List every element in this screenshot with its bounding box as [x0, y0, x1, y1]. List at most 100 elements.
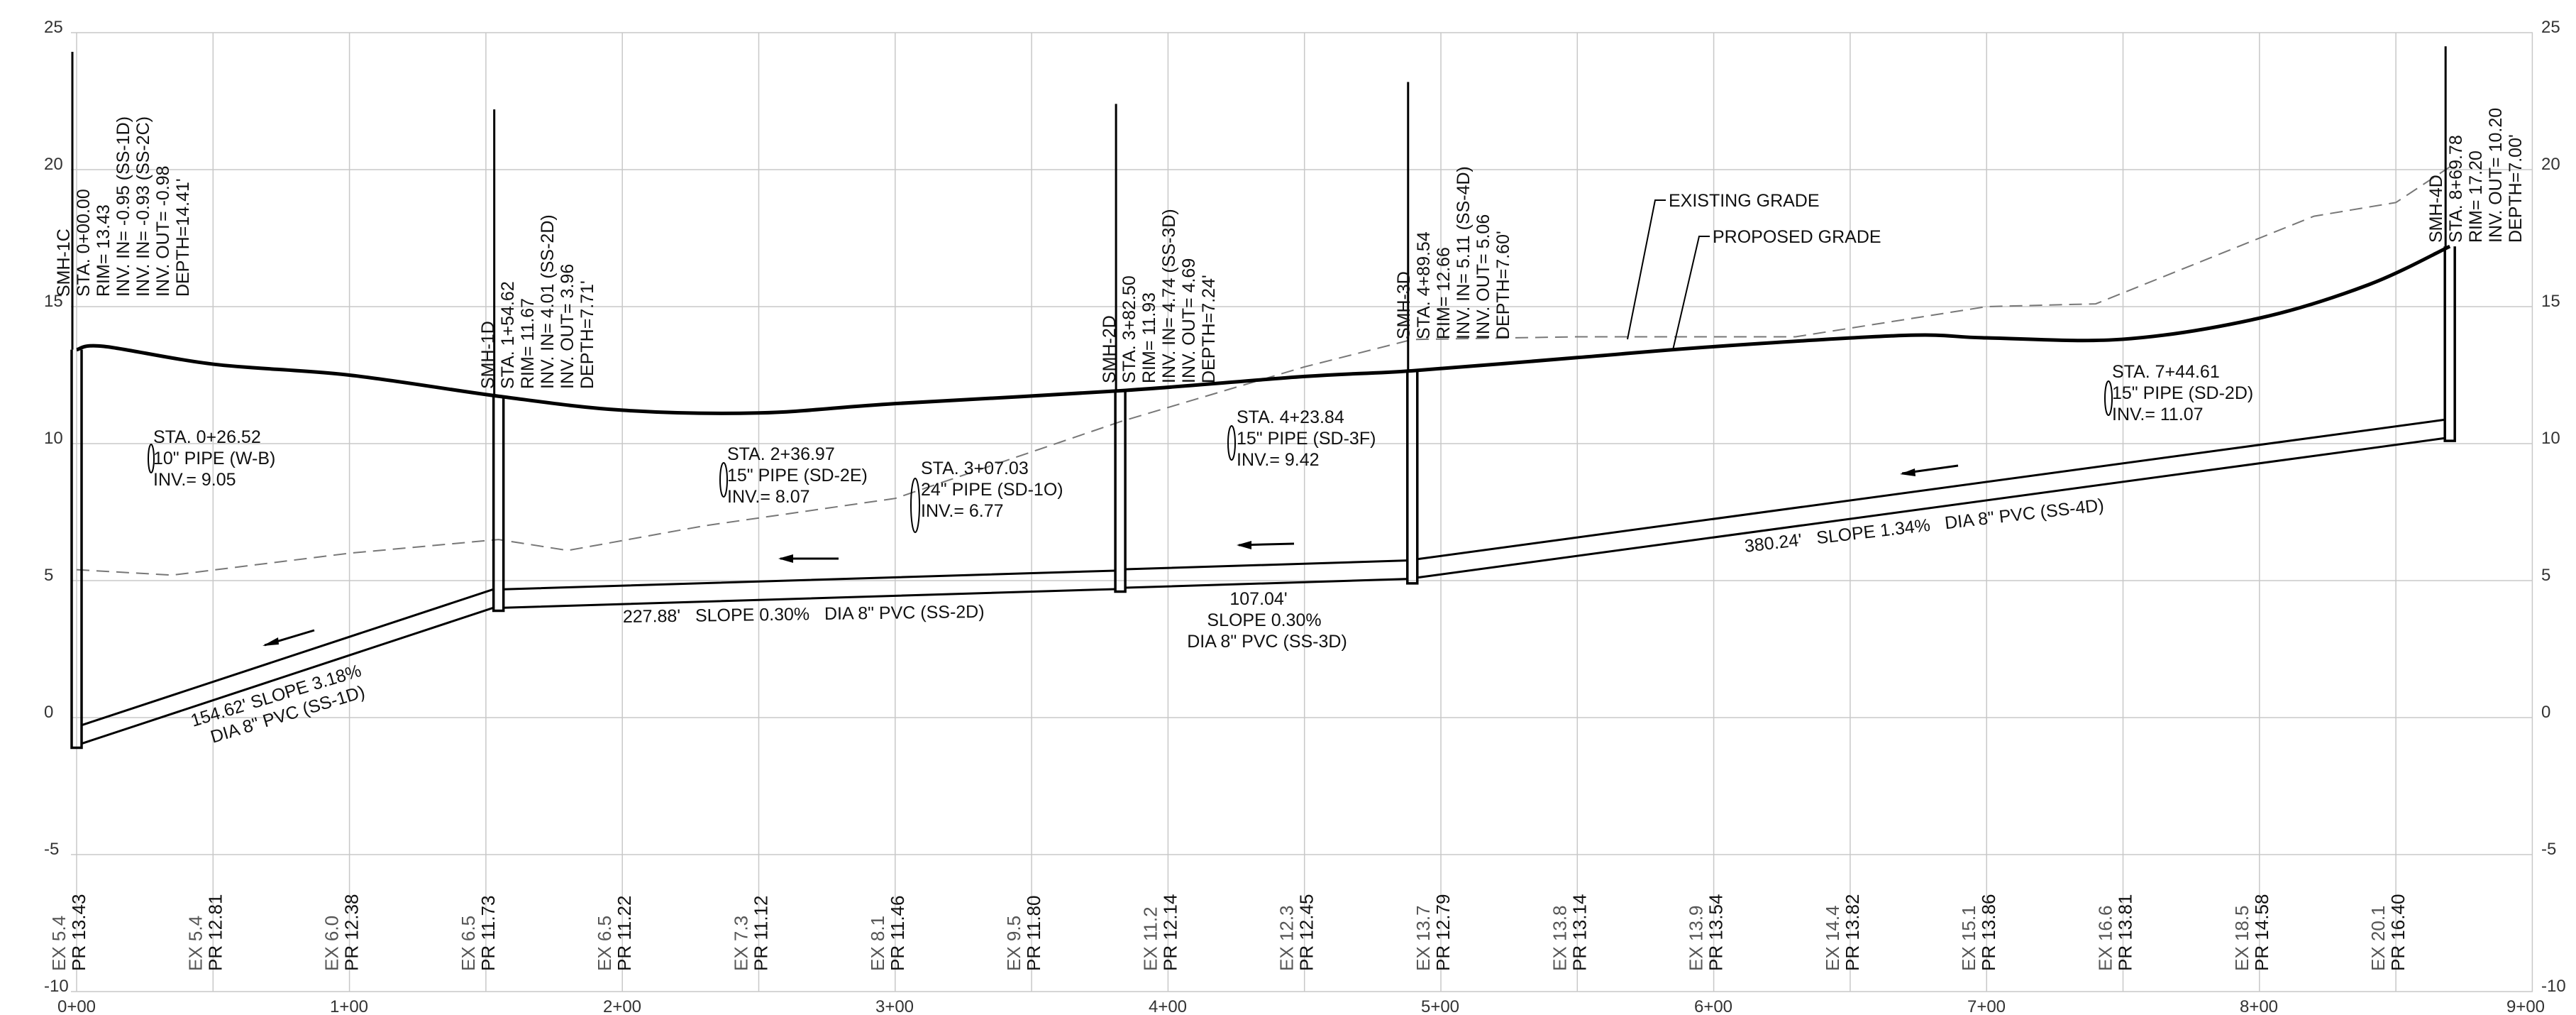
existing-grade-callout: EX 9.5: [1003, 916, 1024, 971]
manhole-label-line: DEPTH=7.24': [1199, 275, 1219, 383]
existing-grade-callout: EX 13.7: [1413, 905, 1434, 971]
arrowhead: [1237, 541, 1251, 549]
manhole-label-line: INV. OUT= 4.69: [1179, 258, 1199, 383]
crossing-label-line: STA. 2+36.97: [727, 444, 835, 464]
existing-grade-callout: EX 7.3: [731, 916, 752, 971]
existing-grade-callout: EX 8.1: [867, 916, 888, 971]
x-tick-label: 8+00: [2240, 997, 2278, 1015]
manhole-structure: [70, 349, 83, 750]
manhole-label-line: INV. IN= 4.01 (SS-2D): [538, 214, 558, 389]
arrowhead: [1900, 468, 1916, 476]
proposed-grade-label: PROPOSED GRADE: [1713, 227, 1881, 247]
y-tick-label-left: 0: [44, 703, 53, 722]
crossing-sd-3f: STA. 4+23.84 15" PIPE (SD-3F) INV.= 9.42: [1227, 407, 1376, 470]
pipe-crossings: STA. 0+26.52 10" PIPE (W-B) INV.= 9.05 S…: [148, 362, 2253, 533]
manhole-label-line: INV. IN= 5.11 (SS-4D): [1454, 166, 1474, 339]
manhole-structure: [2443, 246, 2456, 442]
manhole-label-line: INV. OUT= 10.20: [2486, 108, 2506, 243]
proposed-grade-callout: PR 13.86: [1978, 894, 1999, 971]
y-tick-label-right: -10: [2541, 977, 2566, 996]
pipe-crossing-symbol: [719, 462, 728, 498]
existing-grade-callout: EX 6.0: [321, 916, 343, 971]
arrowhead: [778, 554, 793, 563]
manhole-label-line: INV. OUT= 5.06: [1474, 214, 1493, 339]
manhole-smh-1c: [70, 52, 83, 750]
y-tick-label-left: 10: [44, 429, 63, 448]
manhole-label-line: DEPTH=7.60': [1493, 231, 1513, 339]
manhole-label-smh-1c: SMH-1C STA. 0+00.00 RIM= 13.43 INV. IN= …: [54, 116, 193, 297]
existing-grade-callout: EX 5.4: [184, 916, 206, 971]
proposed-grade-callout: PR 12.81: [204, 894, 226, 971]
y-tick-label-right: 25: [2541, 18, 2560, 37]
x-tick-label: 0+00: [57, 997, 96, 1015]
pipe-crossing-symbol: [2104, 380, 2113, 416]
existing-grade-callout: EX 12.3: [1276, 905, 1298, 971]
manhole-label-line: RIM= 11.67: [518, 298, 538, 389]
proposed-grade-callout: PR 16.40: [2387, 894, 2409, 971]
manhole-label-line: STA. 0+00.00: [74, 189, 94, 297]
proposed-grade-callout: PR 11.22: [614, 896, 635, 971]
manhole-label-smh-3d: SMH-3D STA. 4+89.54 RIM= 12.66 INV. IN= …: [1394, 166, 1513, 339]
manhole-structure: [1114, 390, 1127, 593]
proposed-grade-callout: PR 13.54: [1706, 894, 1727, 971]
crossing-label-line: STA. 7+44.61: [2112, 362, 2220, 382]
y-tick-label-right: 5: [2541, 566, 2550, 585]
x-tick-label: 6+00: [1694, 997, 1732, 1015]
grade-elevation-callouts: EX 5.4PR 13.43 EX 5.4PR 12.81 EX 6.0PR 12.…: [48, 894, 2409, 971]
x-tick-label: 4+00: [1149, 997, 1187, 1015]
crossing-label-line: INV.= 9.42: [1237, 450, 1320, 470]
y-tick-label-left: 20: [44, 155, 63, 174]
crossing-label-line: STA. 3+07.03: [921, 459, 1029, 478]
manhole-smh-4d: [2443, 46, 2456, 442]
pipe-ss-2d: [503, 569, 1116, 609]
existing-grade-line: [76, 166, 2450, 576]
crossing-sd-2d: STA. 7+44.61 15" PIPE (SD-2D) INV.= 11.0…: [2104, 362, 2253, 424]
y-tick-label-left: -5: [44, 840, 59, 859]
sewer-pipes: [81, 418, 2445, 745]
existing-grade-callout: EX 13.9: [1686, 905, 1707, 971]
crossing-label-line: 10" PIPE (W-B): [153, 449, 275, 468]
pipe-label-ss-2d: 227.88' SLOPE 0.30% DIA 8" PVC (SS-2D): [623, 602, 985, 627]
crossing-label-line: 15" PIPE (SD-2E): [727, 466, 868, 485]
x-tick-label: 2+00: [603, 997, 641, 1015]
x-tick-label: 7+00: [1967, 997, 2006, 1015]
pipe-label-ss-1d: 154.62' SLOPE 3.18% DIA 8" PVC (SS-1D): [189, 661, 367, 747]
manhole-smh-1d: [492, 109, 505, 613]
manhole-label-smh-4d: SMH-4D STA. 8+69.78 RIM= 17.20 INV. OUT=…: [2426, 108, 2526, 243]
pipe-crossing-symbol: [1227, 425, 1236, 461]
proposed-grade-callout: PR 13.43: [68, 894, 89, 971]
manhole-label-line: DEPTH=7.00': [2506, 134, 2526, 243]
proposed-grade-line: [76, 244, 2451, 415]
flow-arrow-ss-1d: [262, 629, 315, 647]
manhole-label-line: STA. 1+54.62: [498, 281, 518, 389]
manhole-labels: SMH-1C STA. 0+00.00 RIM= 13.43 INV. IN= …: [54, 108, 2526, 389]
crossing-label-line: 24" PIPE (SD-1O): [921, 480, 1063, 500]
crossing-sd-2e: STA. 2+36.97 15" PIPE (SD-2E) INV.= 8.07: [719, 444, 868, 507]
existing-grade-callout: EX 15.1: [1958, 905, 1979, 971]
manhole-label-line: SMH-1C: [54, 229, 74, 297]
proposed-grade-leader: [1672, 236, 1710, 351]
manhole-label-line: DEPTH=14.41': [173, 178, 193, 297]
manhole-label-line: INV. IN= -0.95 (SS-1D): [114, 116, 133, 297]
manholes: [70, 46, 2456, 750]
existing-grade-callout: EX 11.2: [1139, 906, 1161, 971]
manhole-label-line: INV. IN= -0.93 (SS-2C): [133, 116, 153, 297]
existing-grade-callout: EX 13.8: [1549, 905, 1570, 971]
station-axis: 0+00 1+00 2+00 3+00 4+00 5+00 6+00 7+00 …: [57, 997, 2545, 1015]
pipe-ss-3d: [1125, 559, 1408, 589]
crossing-label-line: INV.= 9.05: [153, 470, 236, 490]
manhole-label-smh-1d: SMH-1D STA. 1+54.62 RIM= 11.67 INV. IN= …: [478, 214, 597, 389]
y-tick-label-right: 0: [2541, 703, 2550, 722]
crossing-label-line: INV.= 6.77: [921, 501, 1004, 521]
grade-line-callouts: EXISTING GRADE PROPOSED GRADE: [1627, 191, 1881, 351]
manhole-label-line: RIM= 12.66: [1434, 247, 1454, 339]
crossing-w-b: STA. 0+26.52 10" PIPE (W-B) INV.= 9.05: [148, 427, 275, 490]
existing-grade-callout: EX 18.5: [2231, 905, 2252, 971]
manhole-label-line: RIM= 17.20: [2466, 150, 2486, 243]
manhole-label-smh-2d: SMH-2D STA. 3+82.50 RIM= 11.93 INV. IN= …: [1100, 209, 1219, 383]
manhole-label-line: INV. OUT= 3.96: [558, 264, 577, 389]
existing-grade-callout: EX 6.5: [594, 916, 615, 971]
flow-arrow-ss-4d: [1900, 464, 1959, 476]
elevation-axis-left: 25 20 15 10 5 0 -5 -10: [44, 18, 69, 996]
pipe-labels: 154.62' SLOPE 3.18% DIA 8" PVC (SS-1D) 2…: [189, 495, 2105, 747]
